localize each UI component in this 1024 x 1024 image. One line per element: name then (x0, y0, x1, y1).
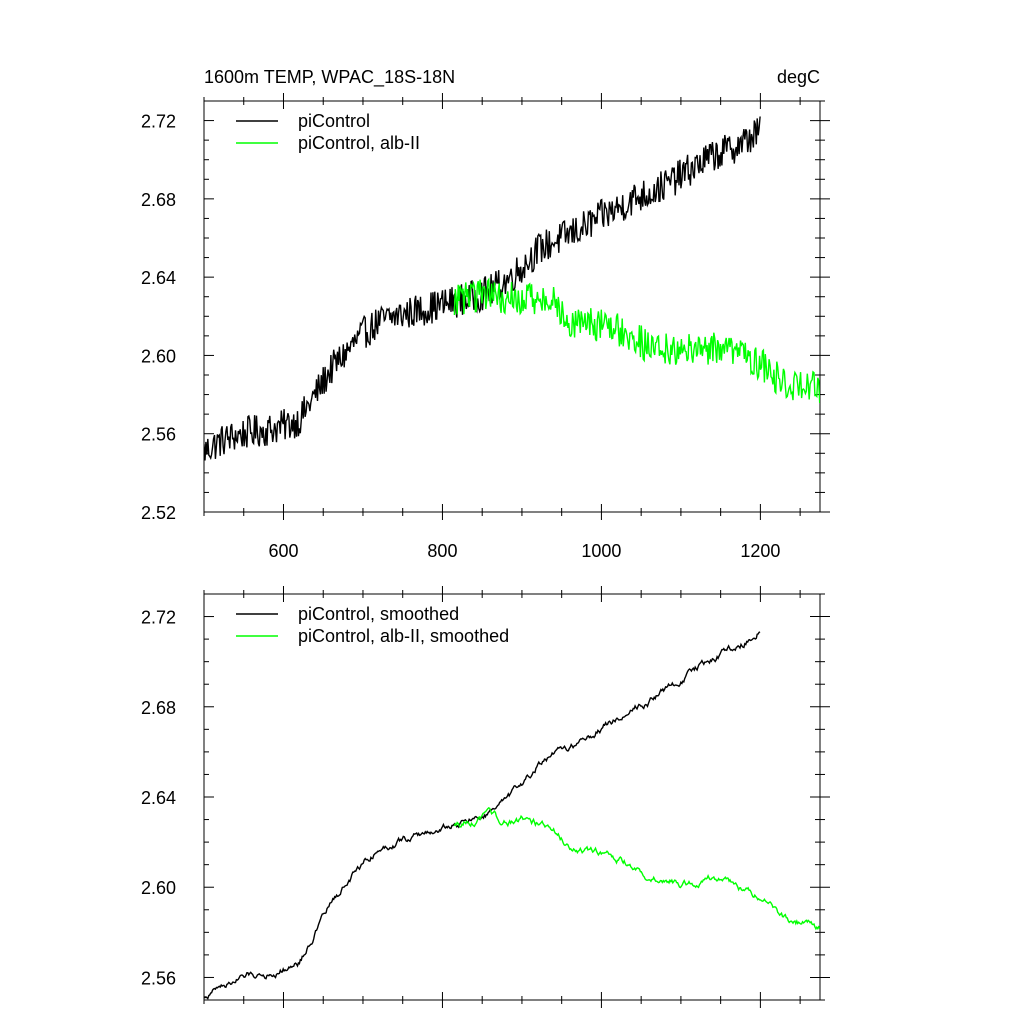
legend-label: piControl (298, 111, 370, 131)
y-tick-label: 2.64 (141, 788, 176, 808)
chart-units: degC (777, 67, 820, 87)
panel-top: 1600m TEMP, WPAC_18S-18N degC 600 800 1000… (141, 67, 830, 561)
series-line (204, 116, 761, 461)
y-tick-label: 2.72 (141, 112, 176, 132)
series-line (204, 631, 761, 1000)
panel-bottom: 2.56 2.60 2.64 2.68 2.72 piControl, smoothedp… (141, 586, 830, 1008)
plot-area: 2.56 2.60 2.64 2.68 2.72 piControl, smoothedp… (141, 586, 830, 1008)
plot-frame (203, 593, 821, 1001)
plot-frame (203, 100, 821, 513)
x-tick-label: 1200 (740, 541, 780, 561)
y-tick-label: 2.60 (141, 346, 176, 366)
y-tick-label: 2.68 (141, 190, 176, 210)
y-tick-label: 2.60 (141, 878, 176, 898)
series-line (453, 277, 820, 404)
y-tick-label: 2.56 (141, 968, 176, 988)
y-tick-label: 2.64 (141, 268, 176, 288)
y-tick-label: 2.52 (141, 503, 176, 523)
x-tick-label: 600 (268, 541, 298, 561)
x-tick-label: 800 (427, 541, 457, 561)
legend-label: piControl, smoothed (298, 604, 459, 624)
legend-label: piControl, alb-II (298, 133, 420, 153)
y-tick-label: 2.72 (141, 608, 176, 628)
x-tick-label: 1000 (581, 541, 621, 561)
plot-area: 600 800 1000 1200 2.52 2.56 2.60 2.64 2.68 2.72 pi… (141, 93, 830, 561)
chart-title: 1600m TEMP, WPAC_18S-18N (204, 67, 455, 88)
y-tick-label: 2.68 (141, 698, 176, 718)
series-line (453, 807, 820, 931)
legend-label: piControl, alb-II, smoothed (298, 626, 509, 646)
y-tick-label: 2.56 (141, 425, 176, 445)
